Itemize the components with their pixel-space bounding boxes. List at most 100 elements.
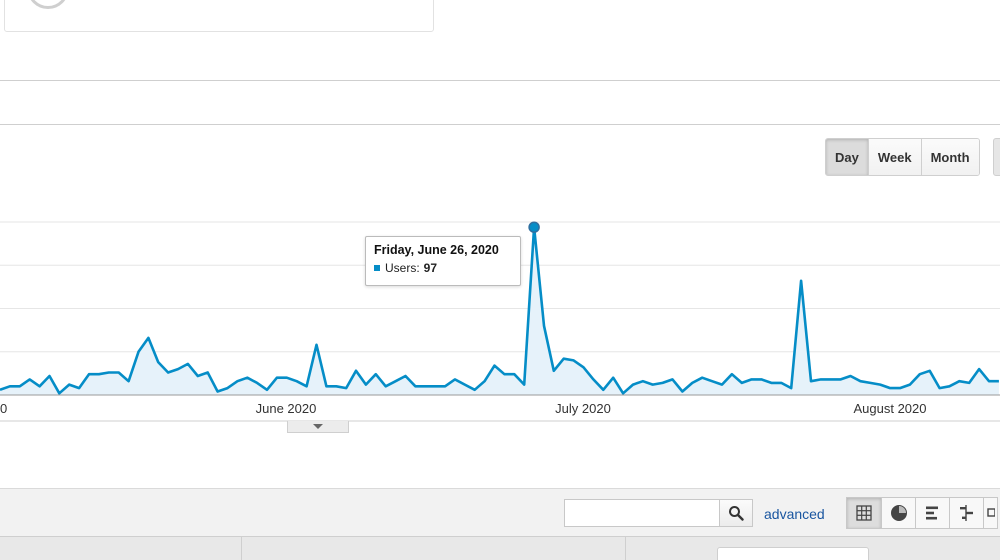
data-point[interactable] <box>580 363 588 371</box>
data-point[interactable] <box>303 382 311 390</box>
data-point[interactable] <box>698 374 706 382</box>
month-button[interactable]: Month <box>920 139 979 175</box>
data-point[interactable] <box>95 370 103 378</box>
data-point[interactable] <box>46 372 54 380</box>
data-point[interactable] <box>313 341 321 349</box>
data-point[interactable] <box>431 382 439 390</box>
data-point[interactable] <box>619 389 627 397</box>
data-point[interactable] <box>322 382 330 390</box>
data-point[interactable] <box>75 384 83 392</box>
data-point[interactable] <box>520 381 528 389</box>
data-point[interactable] <box>55 389 63 397</box>
data-point[interactable] <box>916 370 924 378</box>
data-point[interactable] <box>233 377 241 385</box>
data-point[interactable] <box>688 379 696 387</box>
data-point[interactable] <box>105 369 113 377</box>
pie-view-button[interactable] <box>881 498 915 528</box>
data-point[interactable] <box>659 379 667 387</box>
data-point[interactable] <box>125 377 133 385</box>
data-point[interactable] <box>589 375 597 383</box>
data-point[interactable] <box>392 377 400 385</box>
data-point[interactable] <box>797 277 805 285</box>
data-point[interactable] <box>402 372 410 380</box>
data-point[interactable] <box>263 386 271 394</box>
performance-view-button[interactable] <box>915 498 949 528</box>
data-point[interactable] <box>510 370 518 378</box>
data-point[interactable] <box>481 377 489 385</box>
data-point[interactable] <box>955 377 963 385</box>
comparison-view-button[interactable] <box>949 498 983 528</box>
data-point[interactable] <box>837 375 845 383</box>
data-point[interactable] <box>65 381 73 389</box>
data-point[interactable] <box>718 381 726 389</box>
highlighted-data-point[interactable] <box>528 221 540 233</box>
data-point[interactable] <box>204 369 212 377</box>
data-point[interactable] <box>847 372 855 380</box>
advanced-filter-link[interactable]: advanced <box>764 506 825 522</box>
data-point[interactable] <box>807 377 815 385</box>
data-point[interactable] <box>154 358 162 366</box>
data-point[interactable] <box>194 372 202 380</box>
data-point[interactable] <box>441 382 449 390</box>
data-point[interactable] <box>609 374 617 382</box>
data-point[interactable] <box>975 365 983 373</box>
data-point[interactable] <box>85 370 93 378</box>
data-point[interactable] <box>767 379 775 387</box>
data-point[interactable] <box>243 374 251 382</box>
data-point[interactable] <box>827 375 835 383</box>
data-point[interactable] <box>965 379 973 387</box>
table-view-button[interactable] <box>847 498 881 528</box>
data-point[interactable] <box>184 360 192 368</box>
week-button[interactable]: Week <box>867 139 921 175</box>
data-point[interactable] <box>886 384 894 392</box>
data-point[interactable] <box>421 382 429 390</box>
data-point[interactable] <box>253 379 261 387</box>
data-point[interactable] <box>985 377 993 385</box>
data-point[interactable] <box>876 381 884 389</box>
data-point[interactable] <box>135 348 143 356</box>
data-point[interactable] <box>491 362 499 370</box>
data-point[interactable] <box>708 377 716 385</box>
data-point[interactable] <box>214 388 222 396</box>
data-point[interactable] <box>372 370 380 378</box>
data-point[interactable] <box>550 367 558 375</box>
collapse-chart-toggle[interactable] <box>287 421 349 433</box>
data-point[interactable] <box>174 365 182 373</box>
data-point[interactable] <box>273 374 281 382</box>
data-point[interactable] <box>342 384 350 392</box>
search-button[interactable] <box>719 499 753 527</box>
data-point[interactable] <box>570 356 578 364</box>
data-point[interactable] <box>352 367 360 375</box>
data-point[interactable] <box>738 379 746 387</box>
data-point[interactable] <box>639 377 647 385</box>
data-point[interactable] <box>115 369 123 377</box>
data-point[interactable] <box>362 381 370 389</box>
data-point[interactable] <box>471 386 479 394</box>
data-point[interactable] <box>283 374 291 382</box>
data-point[interactable] <box>293 377 301 385</box>
data-point[interactable] <box>856 377 864 385</box>
data-point[interactable] <box>560 355 568 363</box>
data-point[interactable] <box>332 382 340 390</box>
day-button[interactable]: Day <box>826 139 868 175</box>
data-point[interactable] <box>629 381 637 389</box>
data-point[interactable] <box>144 334 152 342</box>
data-point[interactable] <box>896 384 904 392</box>
data-point[interactable] <box>451 375 459 383</box>
table-search-input[interactable] <box>564 499 720 527</box>
data-point[interactable] <box>164 369 172 377</box>
pivot-view-button[interactable] <box>983 498 997 528</box>
data-point[interactable] <box>599 386 607 394</box>
data-point[interactable] <box>906 381 914 389</box>
data-point[interactable] <box>224 384 232 392</box>
data-point[interactable] <box>866 379 874 387</box>
data-point[interactable] <box>926 367 934 375</box>
data-point[interactable] <box>36 382 44 390</box>
data-point[interactable] <box>817 375 825 383</box>
data-point[interactable] <box>649 381 657 389</box>
data-point[interactable] <box>787 384 795 392</box>
chart-options-button[interactable] <box>993 138 1000 176</box>
data-point[interactable] <box>728 370 736 378</box>
data-point[interactable] <box>500 370 508 378</box>
data-point[interactable] <box>411 382 419 390</box>
